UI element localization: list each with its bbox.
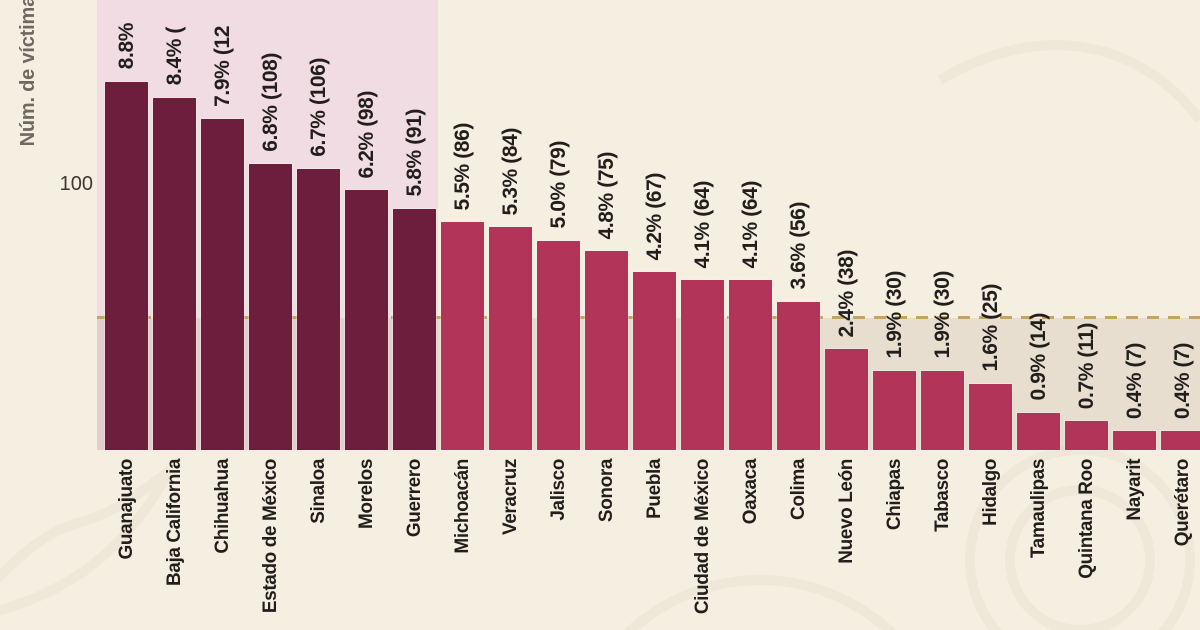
- bar-oaxaca: [729, 280, 772, 450]
- bar-value-label-tamaulipas: 0.9% (14): [1026, 313, 1050, 401]
- x-tick-label-colima: Colima: [788, 459, 809, 520]
- bar-value-label-michoacan: 5.5% (86): [450, 122, 474, 211]
- bar-estado-de-mexico: [249, 163, 292, 450]
- x-tick-label-jalisco: Jalisco: [548, 459, 569, 521]
- bar-value-label-veracruz: 5.3% (84): [498, 127, 522, 216]
- x-tick-label-quintana-roo: Quintana Roo: [1076, 459, 1097, 579]
- bar-michoacan: [441, 222, 484, 450]
- x-tick-label-sonora: Sonora: [596, 459, 617, 523]
- x-tick-label-queretaro: Querétaro: [1172, 459, 1193, 547]
- bar-value-label-tabasco: 1.9% (30): [930, 271, 954, 359]
- x-tick-label-estado-de-mexico: Estado de México: [260, 459, 281, 614]
- x-tick-label-tamaulipas: Tamaulipas: [1028, 459, 1049, 559]
- bar-quintana-roo: [1065, 420, 1108, 450]
- bar-value-label-ciudad-de-mexico: 4.1% (64): [690, 180, 714, 269]
- bar-value-label-morelos: 6.2% (98): [354, 90, 378, 179]
- bar-ciudad-de-mexico: [681, 280, 724, 450]
- bar-queretaro: [1161, 431, 1200, 450]
- bar-morelos: [345, 190, 388, 450]
- bar-value-label-guerrero: 5.8% (91): [402, 109, 426, 197]
- bar-value-label-sonora: 4.8% (75): [594, 151, 618, 240]
- bar-sonora: [585, 251, 628, 450]
- bar-sinaloa: [297, 169, 340, 450]
- bar-value-label-baja-california: 8.4% (: [162, 27, 186, 86]
- x-tick-label-michoacan: Michoacán: [452, 459, 473, 554]
- bar-colima: [777, 301, 820, 450]
- bar-tabasco: [921, 370, 964, 450]
- bar-hidalgo: [969, 383, 1012, 450]
- x-tick-label-baja-california: Baja California: [164, 459, 185, 587]
- x-tick-label-oaxaca: Oaxaca: [740, 459, 761, 525]
- bar-value-label-hidalgo: 1.6% (25): [978, 284, 1002, 372]
- bar-value-label-colima: 3.6% (56): [786, 202, 810, 290]
- bar-value-label-jalisco: 5.0% (79): [546, 141, 570, 229]
- bar-chihuahua: [201, 118, 244, 450]
- y-tick-label-100: 100: [59, 173, 93, 195]
- y-axis-title: Núm. de víctima: [17, 0, 39, 147]
- bar-value-label-chihuahua: 7.9% (12: [210, 25, 234, 107]
- bar-value-label-nayarit: 0.4% (7): [1122, 343, 1146, 420]
- bar-value-label-guanajuato: 8.8%: [114, 23, 138, 70]
- bar-baja-california: [153, 97, 196, 450]
- x-tick-label-chihuahua: Chihuahua: [212, 459, 233, 554]
- bar-jalisco: [537, 240, 580, 450]
- x-tick-label-nuevo-leon: Nuevo León: [836, 459, 857, 564]
- bar-value-label-sinaloa: 6.7% (106): [306, 58, 330, 158]
- x-tick-label-tabasco: Tabasco: [932, 459, 953, 532]
- bar-value-label-puebla: 4.2% (67): [642, 173, 666, 261]
- bar-nayarit: [1113, 431, 1156, 450]
- bar-value-label-estado-de-mexico: 6.8% (108): [258, 53, 282, 152]
- bar-nuevo-leon: [825, 349, 868, 450]
- bar-guerrero: [393, 208, 436, 450]
- bar-value-label-nuevo-leon: 2.4% (38): [834, 249, 858, 338]
- bar-chiapas: [873, 370, 916, 450]
- x-tick-label-ciudad-de-mexico: Ciudad de México: [692, 459, 713, 615]
- x-tick-label-puebla: Puebla: [644, 459, 665, 519]
- x-tick-label-sinaloa: Sinaloa: [308, 459, 329, 524]
- bar-value-label-quintana-roo: 0.7% (11): [1074, 322, 1098, 409]
- x-tick-label-nayarit: Nayarit: [1124, 459, 1145, 521]
- x-tick-label-morelos: Morelos: [356, 459, 377, 530]
- bar-value-label-oaxaca: 4.1% (64): [738, 180, 762, 269]
- x-tick-label-hidalgo: Hidalgo: [980, 459, 1001, 526]
- bar-veracruz: [489, 227, 532, 450]
- bar-tamaulipas: [1017, 412, 1060, 450]
- x-tick-label-veracruz: Veracruz: [500, 459, 521, 536]
- bar-guanajuato: [105, 81, 148, 450]
- x-tick-label-guanajuato: Guanajuato: [116, 459, 137, 560]
- x-tick-label-chiapas: Chiapas: [884, 459, 905, 531]
- x-tick-label-guerrero: Guerrero: [404, 459, 425, 538]
- bar-value-label-queretaro: 0.4% (7): [1170, 343, 1194, 420]
- bar-value-label-chiapas: 1.9% (30): [882, 271, 906, 359]
- bar-puebla: [633, 272, 676, 450]
